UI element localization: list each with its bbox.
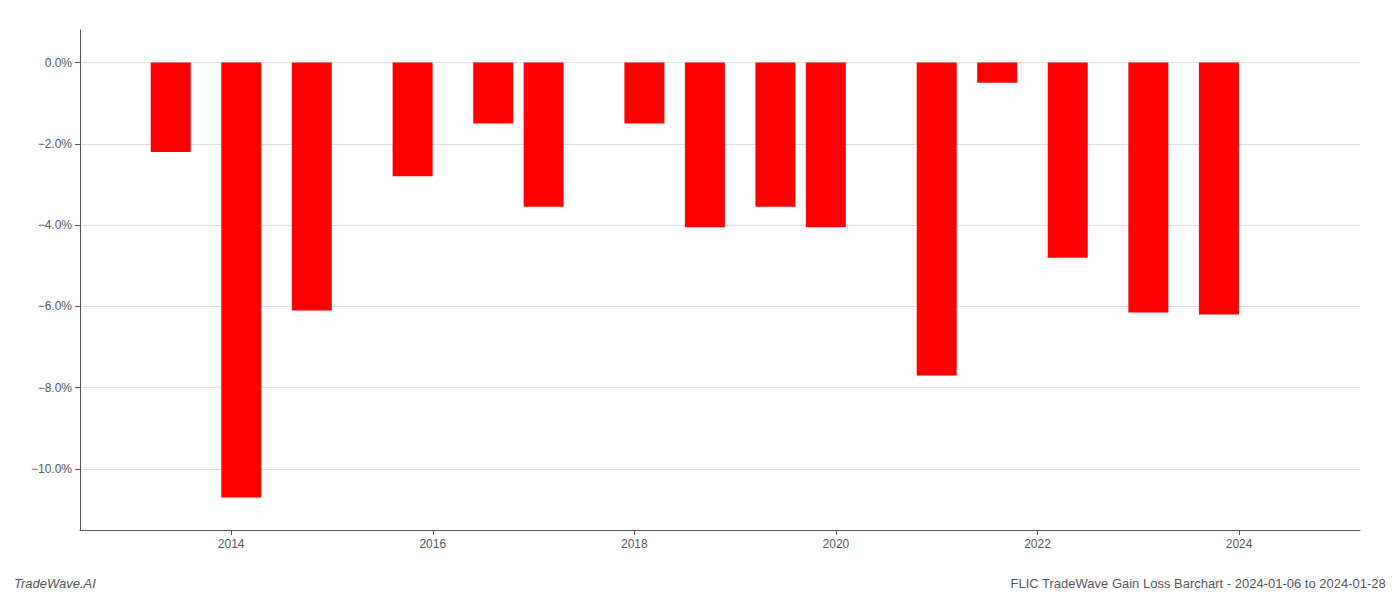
svg-text:2020: 2020: [823, 537, 850, 551]
svg-text:−10.0%: −10.0%: [31, 462, 72, 476]
svg-text:−4.0%: −4.0%: [38, 218, 73, 232]
svg-text:FLIC TradeWave Gain Loss Barch: FLIC TradeWave Gain Loss Barchart - 2024…: [1010, 576, 1385, 591]
svg-text:−2.0%: −2.0%: [38, 137, 73, 151]
svg-text:2014: 2014: [218, 537, 245, 551]
svg-text:0.0%: 0.0%: [45, 56, 73, 70]
svg-text:2022: 2022: [1024, 537, 1051, 551]
svg-text:−6.0%: −6.0%: [38, 299, 73, 313]
svg-text:TradeWave.AI: TradeWave.AI: [14, 576, 96, 591]
svg-text:2024: 2024: [1226, 537, 1253, 551]
svg-text:−8.0%: −8.0%: [38, 381, 73, 395]
svg-text:2016: 2016: [419, 537, 446, 551]
svg-text:2018: 2018: [621, 537, 648, 551]
